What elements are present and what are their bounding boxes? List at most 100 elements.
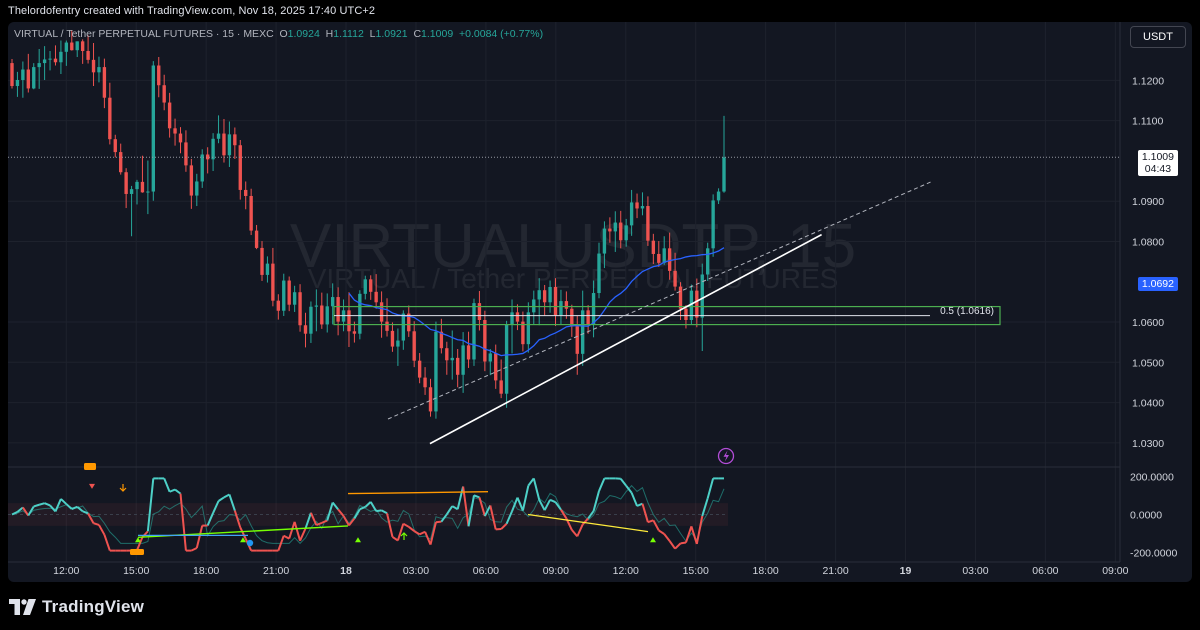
oscillator-wave-segment — [98, 524, 106, 536]
chart-caption: Thelordofentry created with TradingView.… — [8, 5, 376, 17]
candle-body — [374, 291, 378, 303]
oscillator-wave-segment — [223, 493, 230, 499]
high-label: H — [325, 28, 334, 40]
oscillator-wave-segment — [44, 502, 51, 507]
symbol-label[interactable]: VIRTUAL / Tether PERPETUAL FUTURES · 15 … — [14, 28, 274, 40]
oscillator-tick-label: -200.0000 — [1130, 548, 1177, 560]
oscillator-wave-segment — [511, 497, 519, 512]
oscillator-wave-segment — [293, 521, 302, 541]
time-tick-label: 15:00 — [123, 565, 149, 577]
oscillator-wave-segment — [576, 524, 584, 537]
candle-body — [466, 345, 471, 360]
oscillator-wave-segment — [668, 540, 676, 550]
close-value: 1.1009 — [421, 28, 454, 40]
candle-body — [651, 240, 656, 254]
oscillator-wave-segment — [386, 513, 394, 538]
candle-body — [396, 340, 400, 347]
candle-body — [303, 325, 308, 334]
oscillator-wave-segment — [163, 478, 171, 493]
candle-body — [417, 360, 422, 378]
price-tick-label: 1.0900 — [1132, 196, 1164, 208]
candle-body — [135, 181, 139, 190]
last-price-tag: 1.1009 04:43 — [1137, 150, 1178, 177]
chart-panel[interactable]: VIRTUALUSDTP, 15 VIRTUAL / Tether PERPET… — [8, 22, 1192, 582]
oscillator-wave-segment — [217, 496, 225, 502]
time-tick-label: 03:00 — [962, 565, 988, 577]
candle-body — [407, 313, 411, 332]
high-value: 1.1112 — [333, 28, 364, 40]
candle-body — [575, 326, 579, 354]
candle-body — [216, 133, 221, 139]
candle-body — [325, 306, 329, 325]
oscillator-wave-segment — [87, 512, 95, 524]
oscillator-wave-segment — [82, 510, 89, 515]
candle-body — [532, 299, 536, 313]
candle-body — [488, 353, 492, 362]
oscillator-wave-segment — [342, 515, 350, 526]
time-tick-label: 21:00 — [263, 565, 289, 577]
candle-body — [564, 301, 569, 309]
oscillator-wave-segment — [435, 520, 442, 524]
candle-body — [542, 290, 547, 303]
candle-body — [657, 253, 661, 263]
candle-body — [80, 41, 85, 51]
candle-body — [510, 312, 514, 325]
candle-body — [515, 312, 520, 322]
price-tick-label: 1.0400 — [1132, 398, 1164, 410]
open-value: 1.0924 — [287, 28, 320, 40]
oscillator-wave-segment — [38, 502, 45, 506]
oscillator-wave-segment — [685, 525, 693, 543]
candle-body — [591, 293, 596, 325]
candle-body — [597, 253, 601, 294]
candle-body — [689, 290, 694, 321]
oscillator-wave-segment — [408, 526, 415, 532]
oscillator-wave-segment — [532, 478, 541, 501]
price-axis[interactable]: 1.1200 1.1100 1.0900 1.0800 1.0600 1.0500 1.04… — [1130, 75, 1177, 559]
oscillator-wave-segment — [478, 497, 486, 517]
candlestick-chart[interactable]: VIRTUALUSDTP, 15 VIRTUAL / Tether PERPET… — [8, 22, 1192, 582]
candle-body — [678, 286, 683, 309]
oscillator-wave-segment — [445, 505, 454, 515]
trendline-extension — [387, 180, 934, 420]
candle-body — [635, 202, 639, 209]
trendline[interactable] — [429, 233, 822, 445]
oscillator-wave-segment — [364, 501, 372, 508]
candle-body — [434, 331, 438, 412]
oscillator-wave-segment — [695, 515, 704, 545]
candle-body — [673, 270, 677, 287]
time-axis[interactable]: 12:00 15:00 18:00 21:00 18 03:00 06:00 09:00 12:… — [53, 565, 1128, 577]
oscillator-wave-segment — [16, 506, 24, 513]
divergence-line — [347, 491, 489, 495]
oscillator-wave-segment — [239, 527, 247, 540]
tradingview-brand[interactable]: TradingView — [9, 597, 144, 617]
oscillator-background — [8, 503, 728, 526]
candle-body — [59, 51, 63, 63]
close-label: C — [413, 28, 422, 40]
candle-body — [200, 154, 204, 182]
time-tick-label: 12:00 — [613, 565, 639, 577]
candle-body — [265, 263, 270, 275]
low-label: L — [369, 28, 376, 40]
candle-body — [314, 305, 319, 307]
oscillator-wave-segment — [625, 485, 633, 494]
candle-body — [211, 138, 215, 160]
oscillator-wave-segment — [440, 513, 448, 523]
candle-body — [97, 67, 101, 73]
oscillator-wave-segment — [505, 510, 513, 525]
candle-body — [276, 300, 281, 311]
oscillator-wave-segment — [103, 534, 111, 551]
candle-body — [173, 128, 177, 134]
candle-body — [178, 133, 183, 143]
price-tick-label: 1.0500 — [1132, 357, 1164, 369]
oscillator-wave-segment — [169, 488, 176, 493]
candle-body — [124, 172, 128, 194]
oscillator-wave-segment — [429, 521, 437, 545]
oscillator-pane — [11, 463, 725, 555]
candle-body — [129, 189, 134, 194]
divergence-line — [527, 513, 649, 533]
candle-body — [570, 308, 574, 327]
lightning-icon[interactable] — [717, 447, 735, 465]
candle-body — [320, 305, 324, 325]
currency-button[interactable]: USDT — [1130, 26, 1186, 48]
candle-body — [222, 133, 226, 156]
